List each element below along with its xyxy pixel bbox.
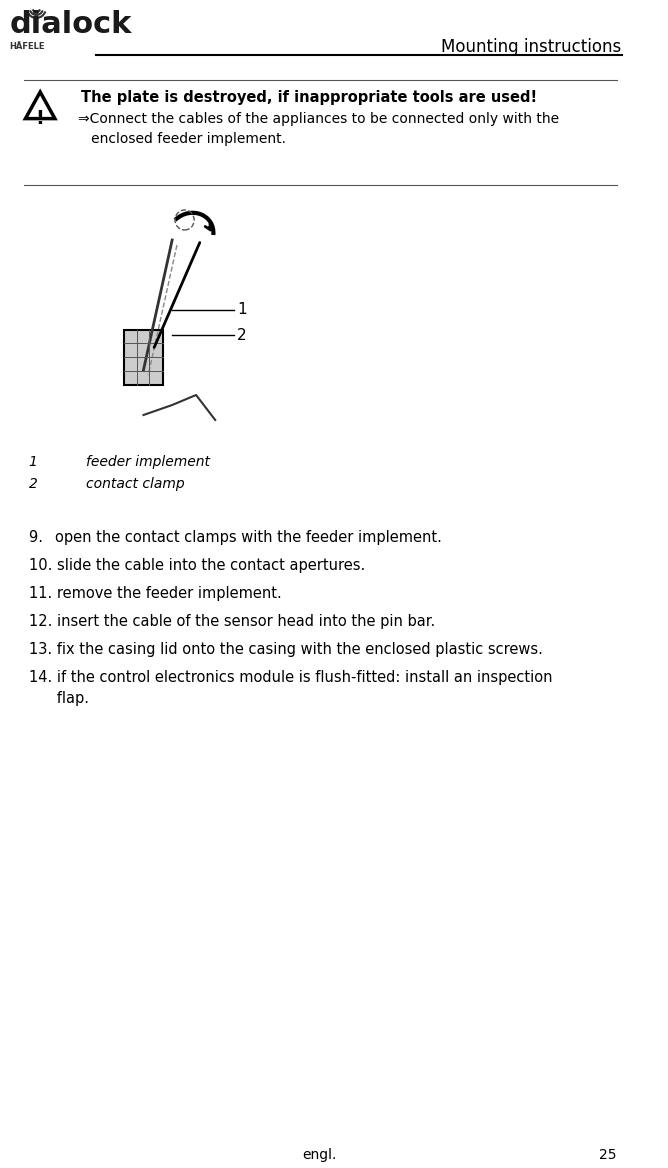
Text: !: !: [35, 109, 45, 127]
Text: 2: 2: [29, 477, 37, 491]
Text: The plate is destroyed, if inappropriate tools are used!: The plate is destroyed, if inappropriate…: [81, 90, 538, 105]
Text: 9.  open the contact clamps with the feeder implement.: 9. open the contact clamps with the feed…: [29, 530, 442, 545]
Text: Mounting instructions: Mounting instructions: [442, 39, 622, 56]
Text: 11. remove the feeder implement.: 11. remove the feeder implement.: [29, 586, 281, 602]
Text: 1: 1: [29, 456, 37, 470]
Text: 14. if the control electronics module is flush-fitted: install an inspection
   : 14. if the control electronics module is…: [29, 670, 552, 705]
Text: ⇒Connect the cables of the appliances to be connected only with the
   enclosed : ⇒Connect the cables of the appliances to…: [78, 112, 560, 146]
Text: feeder implement: feeder implement: [86, 456, 210, 470]
Text: 10. slide the cable into the contact apertures.: 10. slide the cable into the contact ape…: [29, 558, 365, 573]
Text: 13. fix the casing lid onto the casing with the enclosed plastic screws.: 13. fix the casing lid onto the casing w…: [29, 642, 542, 656]
Text: HÄFELE: HÄFELE: [9, 42, 45, 51]
Text: 12. insert the cable of the sensor head into the pin bar.: 12. insert the cable of the sensor head …: [29, 614, 435, 630]
FancyBboxPatch shape: [124, 331, 162, 385]
Text: dialock: dialock: [9, 11, 132, 39]
Text: 1: 1: [237, 303, 247, 318]
Text: engl.: engl.: [303, 1148, 337, 1162]
Text: contact clamp: contact clamp: [86, 477, 185, 491]
Text: 25: 25: [599, 1148, 617, 1162]
Text: 2: 2: [237, 327, 247, 342]
